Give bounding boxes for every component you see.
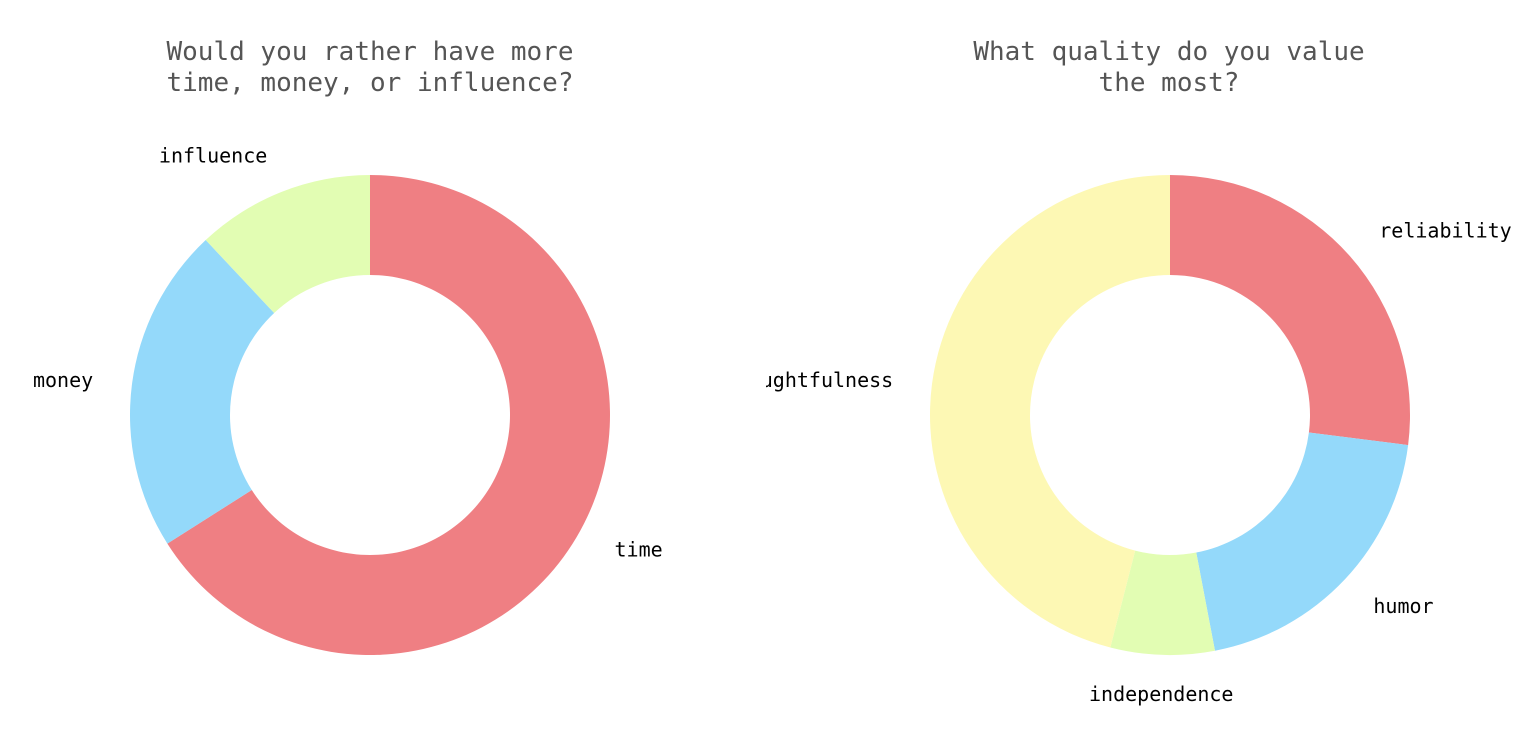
- donut-chart-svg: reliability humor independence thoughtfulne…: [766, 175, 1512, 706]
- chart-title: Would you rather have more time, money, …: [0, 37, 753, 99]
- slice-reliability: [1170, 175, 1410, 446]
- chart-title-line-2: the most?: [1098, 68, 1240, 98]
- slice-time: [167, 175, 610, 655]
- slice-label-thoughtfulness: thoughtfulness: [766, 368, 893, 392]
- donut-chart-svg: time money influence: [33, 144, 663, 655]
- slice-independence: [1110, 550, 1215, 656]
- slice-label-humor: humor: [1373, 594, 1433, 618]
- slice-humor: [1196, 432, 1409, 651]
- chart-title-line-1: Would you rather have more: [166, 37, 574, 67]
- slice-label-money: money: [33, 368, 93, 392]
- slice-label-independence: independence: [1089, 682, 1234, 706]
- slice-label-reliability: reliability: [1379, 218, 1511, 242]
- slice-money: [130, 240, 275, 544]
- chart-title-line-2: time, money, or influence?: [166, 68, 574, 98]
- donut-chart-valued-quality: What quality do you value the most? reli…: [766, 0, 1532, 732]
- slice-thoughtfulness: [929, 175, 1170, 648]
- chart-title: What quality do you value the most?: [786, 37, 1532, 99]
- chart-title-line-1: What quality do you value: [973, 37, 1365, 67]
- slice-influence: [205, 175, 370, 313]
- donut-chart-time-money-influence: Would you rather have more time, money, …: [0, 37, 753, 655]
- slice-label-time: time: [614, 537, 662, 561]
- slice-label-influence: influence: [159, 144, 267, 168]
